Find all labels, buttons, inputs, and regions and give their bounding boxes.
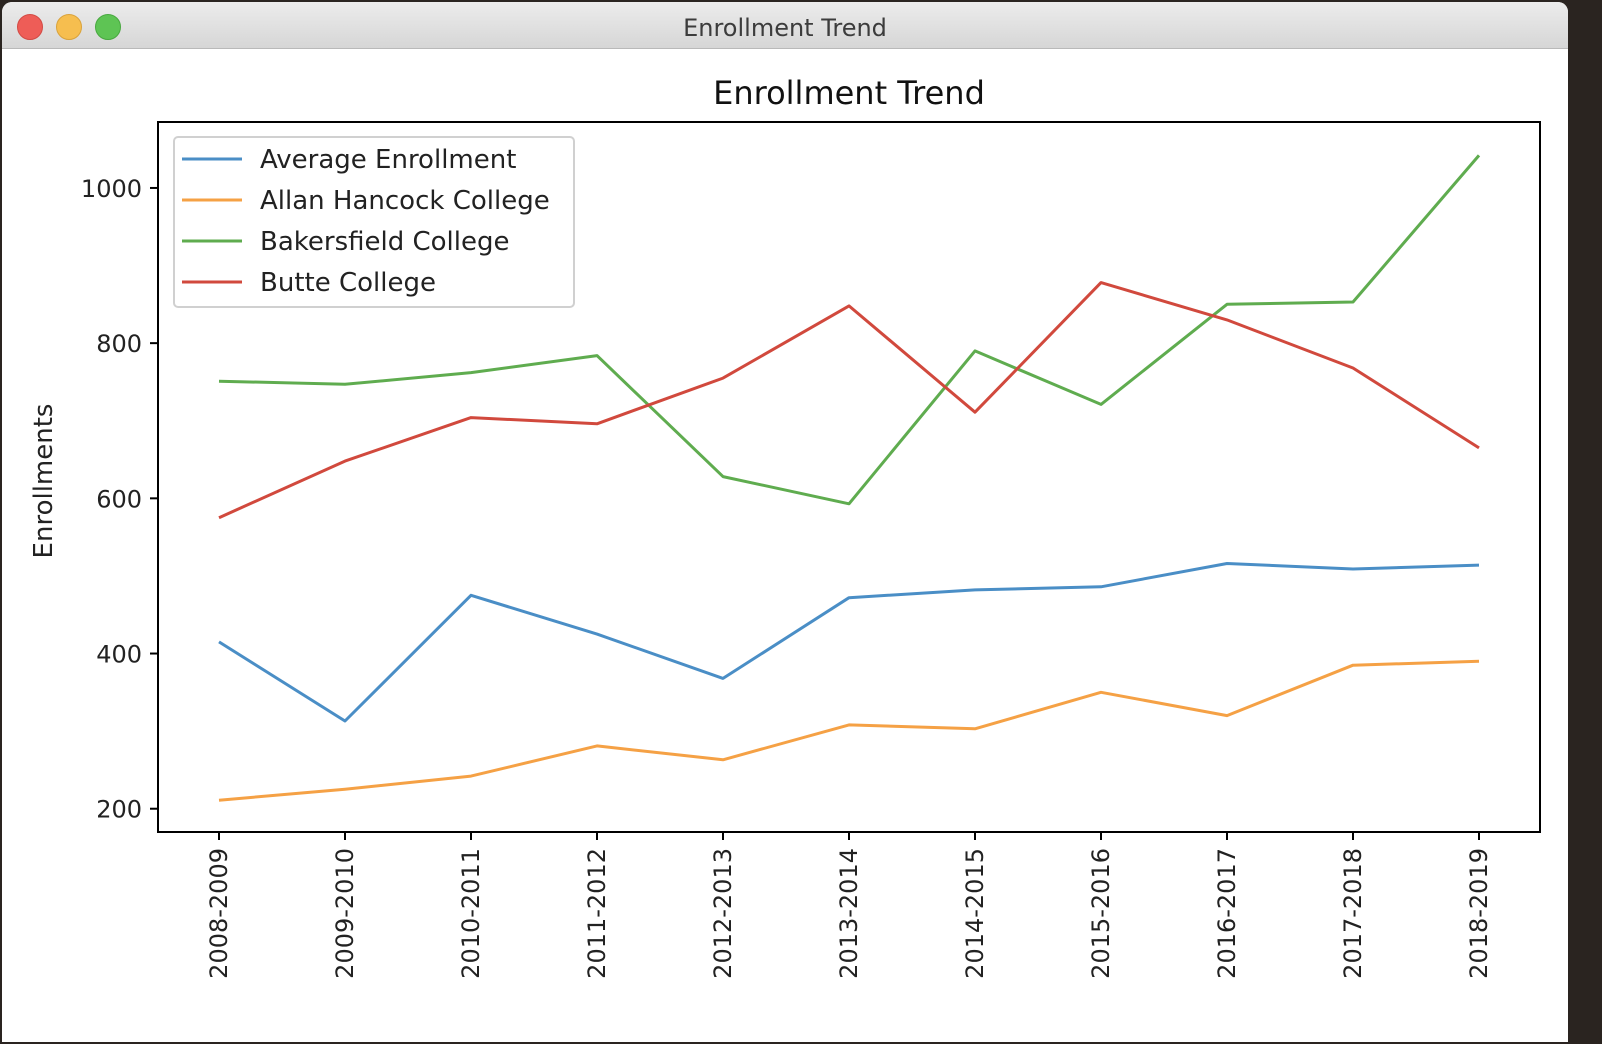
y-tick-label: 400 [96,641,142,669]
y-tick-label: 1000 [81,175,142,203]
y-axis-label: Enrollments [29,404,59,559]
app-window: Enrollment Trend Enrollment Trend 200 400… [2,2,1568,1042]
series-line-allan-hancock-college [218,659,1480,802]
x-tick-label: 2011-2012 [583,848,611,979]
x-tick-label: 2015-2016 [1087,848,1115,979]
series-line-average-enrollment [218,562,1480,723]
x-tick-label: 2008-2009 [205,848,233,979]
x-tick-label: 2018-2019 [1465,848,1493,979]
minimize-window-button[interactable] [56,14,82,40]
window-title: Enrollment Trend [683,14,887,42]
plot-area: 200 400 600 800 1000 2008-2009 2009-2010 2010-2… [81,154,1493,979]
plot-frame [157,121,1541,833]
legend: Average Enrollment Allan Hancock College B… [173,136,575,308]
x-tick-label: 2009-2010 [331,848,359,979]
x-tick-label: 2017-2018 [1339,848,1367,979]
legend-label: Butte College [260,268,436,298]
x-tick-label: 2013-2014 [835,848,863,979]
legend-label: Average Enrollment [260,145,516,175]
series-line-bakersfield-college [218,154,1481,506]
x-tick-label: 2016-2017 [1213,848,1241,979]
y-tick-label: 800 [96,330,142,358]
line-chart: Enrollment Trend 200 400 600 800 1000 2008-20… [29,74,1541,979]
y-tick-label: 600 [96,485,142,513]
x-tick-label: 2012-2013 [709,848,737,979]
y-tick-label: 200 [96,796,142,824]
chart-title: Enrollment Trend [713,74,985,112]
x-tick-label: 2014-2015 [961,848,989,979]
legend-box [173,136,575,308]
legend-label: Allan Hancock College [260,186,550,216]
title-bar: Enrollment Trend [2,2,1568,49]
close-window-button[interactable] [17,14,43,40]
zoom-window-button[interactable] [95,14,121,40]
legend-label: Bakersfield College [260,227,510,257]
x-tick-label: 2010-2011 [457,848,485,979]
series-line-butte-college [218,281,1480,520]
